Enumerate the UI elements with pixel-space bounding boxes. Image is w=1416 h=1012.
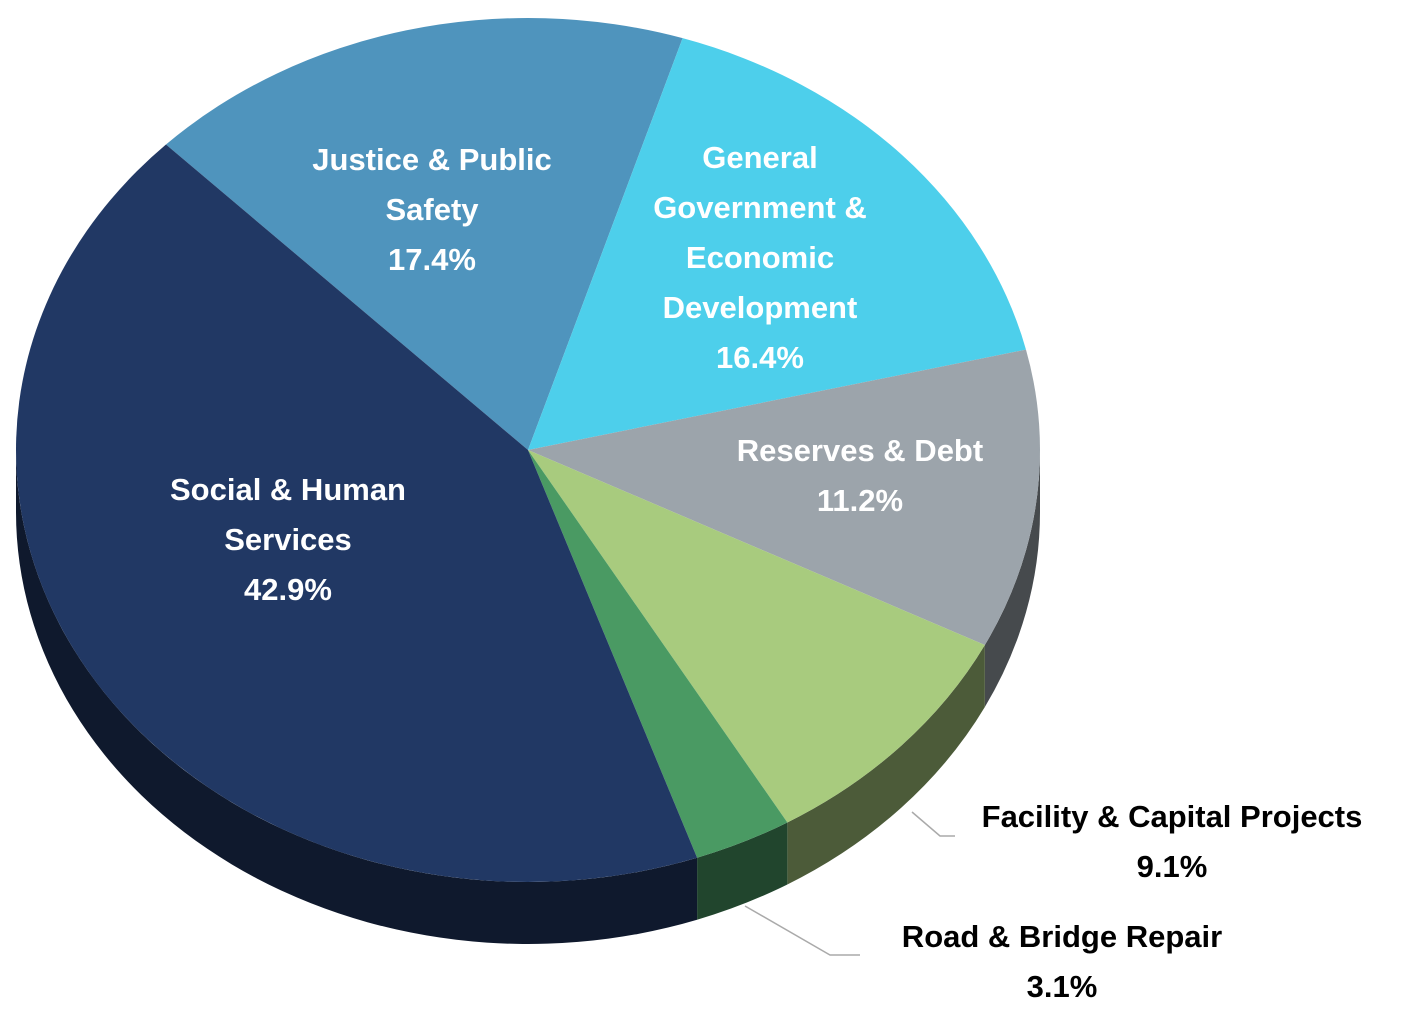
leader-line: [911, 811, 955, 837]
slice-name: Reserves & Debt: [736, 433, 984, 468]
slice-name: General Government & Economic Developmen…: [653, 140, 867, 325]
pie-slice: [528, 38, 1026, 450]
slice-name: Social & Human Services: [170, 472, 406, 557]
pie-side: [16, 450, 698, 944]
pie-slice: [528, 349, 1040, 646]
slice-value-label: 42.9%: [244, 572, 332, 607]
pie-tops: [16, 18, 1040, 882]
slice-value-label: 3.1%: [1026, 969, 1098, 1004]
slice-label: General Government & Economic Developmen…: [620, 133, 900, 383]
leader-line: [744, 905, 860, 956]
slice-value-label: 17.4%: [388, 242, 476, 277]
pie-side: [984, 450, 1040, 708]
slice-label: Reserves & Debt 11.2%: [690, 426, 1030, 526]
slice-label: Facility & Capital Projects 9.1%: [982, 792, 1363, 892]
slice-name: Road & Bridge Repair: [901, 919, 1223, 954]
slice-label: Justice & Public Safety 17.4%: [282, 135, 582, 285]
pie-slice: [16, 144, 698, 882]
pie-sides: [16, 450, 1040, 944]
pie-slice: [528, 450, 788, 858]
slice-value-label: 11.2%: [816, 483, 904, 518]
slice-value-label: 16.4%: [716, 340, 804, 375]
pie-side: [697, 822, 788, 920]
slice-name: Facility & Capital Projects: [981, 799, 1363, 834]
slice-value-label: 9.1%: [1136, 849, 1208, 884]
slice-label: Social & Human Services 42.9%: [128, 465, 448, 615]
slice-name: Justice & Public Safety: [312, 142, 552, 227]
pie-slice: [528, 450, 985, 823]
pie-slice: [165, 18, 683, 451]
pie-side: [787, 645, 985, 885]
slice-label: Road & Bridge Repair 3.1%: [902, 912, 1222, 1012]
